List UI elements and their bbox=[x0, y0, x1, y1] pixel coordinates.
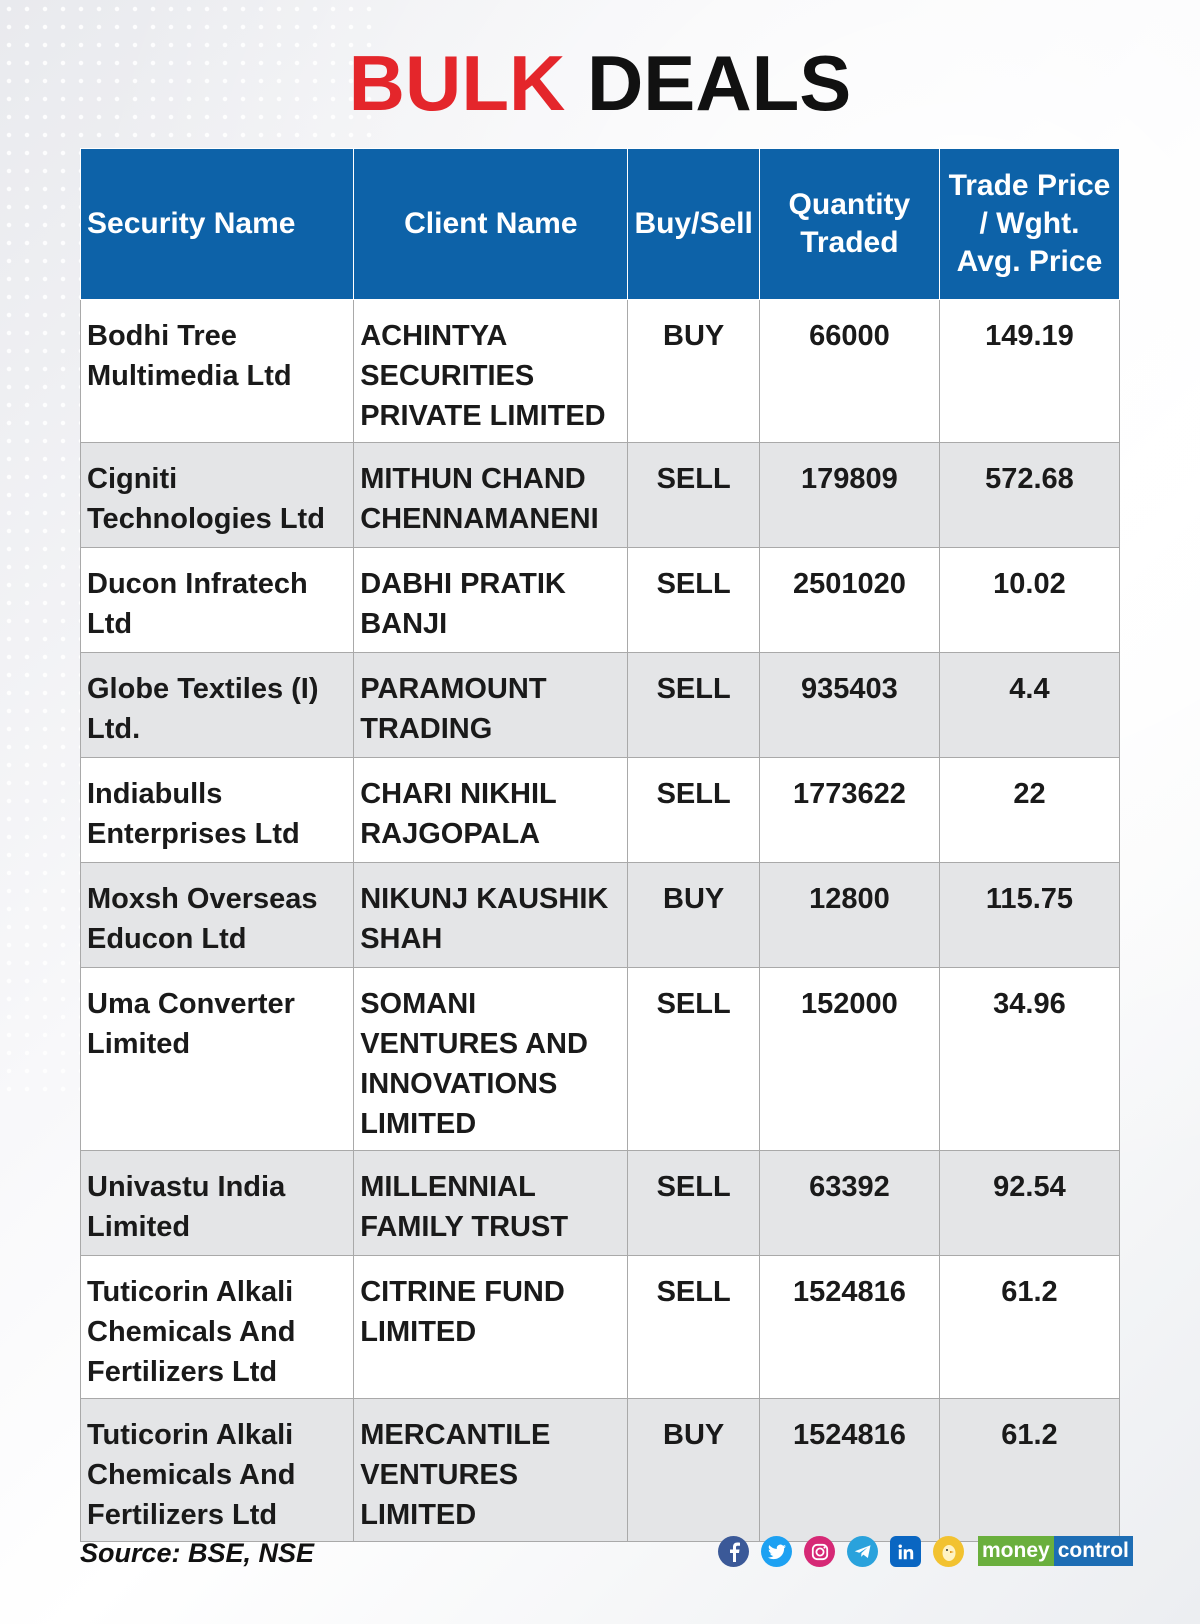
cell-price: 34.96 bbox=[938, 967, 1121, 1151]
cell-price: 61.2 bbox=[938, 1255, 1121, 1399]
moneycontrol-logo: money control bbox=[978, 1536, 1133, 1566]
cell-client: MERCANTILE VENTURES LIMITED bbox=[353, 1398, 629, 1542]
cell-quantity: 63392 bbox=[758, 1150, 940, 1256]
table-row: Bodhi Tree Multimedia Ltd ACHINTYA SECUR… bbox=[79, 299, 1121, 443]
cell-price: 61.2 bbox=[938, 1398, 1121, 1542]
cell-client: CITRINE FUND LIMITED bbox=[353, 1255, 629, 1399]
cell-quantity: 2501020 bbox=[758, 547, 940, 653]
cell-side: SELL bbox=[627, 547, 760, 653]
cell-client: NIKUNJ KAUSHIK SHAH bbox=[353, 862, 629, 968]
cell-security: Tuticorin Alkali Chemicals And Fertilize… bbox=[79, 1255, 355, 1399]
header-quantity-traded: Quantity Traded bbox=[758, 148, 940, 300]
cell-quantity: 935403 bbox=[758, 652, 940, 758]
cell-side: SELL bbox=[627, 757, 760, 863]
instagram-icon[interactable] bbox=[804, 1536, 835, 1567]
cell-security: Bodhi Tree Multimedia Ltd bbox=[79, 299, 355, 443]
cell-client: DABHI PRATIK BANJI bbox=[353, 547, 629, 653]
table-header-row: Security Name Client Name Buy/Sell Quant… bbox=[79, 148, 1121, 300]
social-icons bbox=[718, 1536, 964, 1567]
table-row: Tuticorin Alkali Chemicals And Fertilize… bbox=[79, 1255, 1121, 1399]
cell-security: Indiabulls Enterprises Ltd bbox=[79, 757, 355, 863]
cell-side: SELL bbox=[627, 967, 760, 1151]
cell-quantity: 1524816 bbox=[758, 1398, 940, 1542]
cell-client: SOMANI VENTURES AND INNOVATIONS LIMITED bbox=[353, 967, 629, 1151]
cell-price: 22 bbox=[938, 757, 1121, 863]
header-security-name: Security Name bbox=[79, 148, 355, 300]
cell-quantity: 66000 bbox=[758, 299, 940, 443]
table-row: Globe Textiles (I) Ltd. PARAMOUNT TRADIN… bbox=[79, 652, 1121, 758]
table-row: Indiabulls Enterprises Ltd CHARI NIKHIL … bbox=[79, 757, 1121, 863]
cell-security: Tuticorin Alkali Chemicals And Fertilize… bbox=[79, 1398, 355, 1542]
cell-side: BUY bbox=[627, 299, 760, 443]
cell-security: Globe Textiles (I) Ltd. bbox=[79, 652, 355, 758]
cell-quantity: 1524816 bbox=[758, 1255, 940, 1399]
cell-side: SELL bbox=[627, 652, 760, 758]
page-title: BULK DEALS bbox=[0, 38, 1200, 128]
cell-side: SELL bbox=[627, 1255, 760, 1399]
cell-client: ACHINTYA SECURITIES PRIVATE LIMITED bbox=[353, 299, 629, 443]
header-buy-sell: Buy/Sell bbox=[627, 148, 760, 300]
cell-side: BUY bbox=[627, 862, 760, 968]
cell-security: Univastu India Limited bbox=[79, 1150, 355, 1256]
cell-price: 4.4 bbox=[938, 652, 1121, 758]
cell-security: Moxsh Overseas Educon Ltd bbox=[79, 862, 355, 968]
facebook-icon[interactable] bbox=[718, 1536, 749, 1567]
cell-price: 572.68 bbox=[938, 442, 1121, 548]
cell-price: 10.02 bbox=[938, 547, 1121, 653]
telegram-icon[interactable] bbox=[847, 1536, 878, 1567]
header-client-name: Client Name bbox=[353, 148, 629, 300]
title-word-deals: DEALS bbox=[586, 39, 852, 127]
cell-price: 115.75 bbox=[938, 862, 1121, 968]
table-row: Cigniti Technologies Ltd MITHUN CHAND CH… bbox=[79, 442, 1121, 548]
cell-quantity: 152000 bbox=[758, 967, 940, 1151]
table-row: Uma Converter Limited SOMANI VENTURES AN… bbox=[79, 967, 1121, 1151]
table-row: Ducon Infratech Ltd DABHI PRATIK BANJI S… bbox=[79, 547, 1121, 653]
cell-quantity: 179809 bbox=[758, 442, 940, 548]
cell-quantity: 12800 bbox=[758, 862, 940, 968]
koo-icon[interactable] bbox=[933, 1536, 964, 1567]
cell-client: PARAMOUNT TRADING bbox=[353, 652, 629, 758]
cell-client: MITHUN CHAND CHENNAMANENI bbox=[353, 442, 629, 548]
source-note: Source: BSE, NSE bbox=[80, 1538, 315, 1568]
cell-side: SELL bbox=[627, 1150, 760, 1256]
linkedin-icon[interactable] bbox=[890, 1536, 921, 1567]
cell-side: SELL bbox=[627, 442, 760, 548]
table-row: Moxsh Overseas Educon Ltd NIKUNJ KAUSHIK… bbox=[79, 862, 1121, 968]
logo-control: control bbox=[1053, 1536, 1133, 1566]
cell-price: 92.54 bbox=[938, 1150, 1121, 1256]
cell-side: BUY bbox=[627, 1398, 760, 1542]
cell-security: Ducon Infratech Ltd bbox=[79, 547, 355, 653]
header-trade-price: Trade Price / Wght. Avg. Price bbox=[938, 148, 1121, 300]
twitter-icon[interactable] bbox=[761, 1536, 792, 1567]
title-word-bulk: BULK bbox=[348, 39, 566, 127]
bulk-deals-table: Security Name Client Name Buy/Sell Quant… bbox=[79, 148, 1121, 1542]
cell-client: CHARI NIKHIL RAJGOPALA bbox=[353, 757, 629, 863]
cell-security: Uma Converter Limited bbox=[79, 967, 355, 1151]
cell-quantity: 1773622 bbox=[758, 757, 940, 863]
table-row: Univastu India Limited MILLENNIAL FAMILY… bbox=[79, 1150, 1121, 1256]
table-row: Tuticorin Alkali Chemicals And Fertilize… bbox=[79, 1398, 1121, 1542]
cell-client: MILLENNIAL FAMILY TRUST bbox=[353, 1150, 629, 1256]
logo-money: money bbox=[978, 1536, 1054, 1566]
cell-security: Cigniti Technologies Ltd bbox=[79, 442, 355, 548]
cell-price: 149.19 bbox=[938, 299, 1121, 443]
